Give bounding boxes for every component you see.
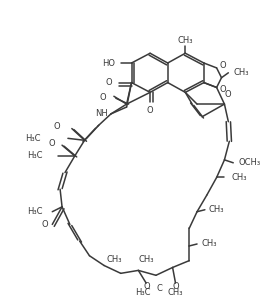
Text: O: O (225, 90, 231, 99)
Text: O: O (99, 93, 106, 102)
Text: CH₃: CH₃ (231, 173, 247, 182)
Text: H₃C: H₃C (27, 207, 43, 216)
Text: CH₃: CH₃ (138, 254, 154, 263)
Text: H₃C: H₃C (25, 134, 40, 143)
Text: O: O (53, 122, 60, 131)
Text: HO: HO (102, 59, 115, 68)
Text: O: O (143, 282, 150, 291)
Text: CH₃: CH₃ (168, 289, 183, 298)
Text: O: O (219, 85, 226, 94)
Text: NH: NH (95, 109, 108, 118)
Text: CH₃: CH₃ (233, 68, 249, 77)
Text: O: O (105, 78, 112, 87)
Text: CH₃: CH₃ (209, 205, 224, 214)
Text: CH₃: CH₃ (106, 254, 122, 263)
Text: OCH₃: OCH₃ (238, 158, 260, 167)
Text: O: O (173, 282, 179, 291)
Text: CH₃: CH₃ (202, 239, 217, 248)
Text: O: O (42, 220, 48, 229)
Text: O: O (219, 62, 226, 71)
Text: H₃C: H₃C (136, 289, 151, 298)
Text: C: C (157, 284, 163, 294)
Text: O: O (49, 139, 55, 148)
Text: H₃C: H₃C (27, 152, 43, 161)
Text: O: O (147, 106, 153, 115)
Text: CH₃: CH₃ (178, 36, 193, 45)
